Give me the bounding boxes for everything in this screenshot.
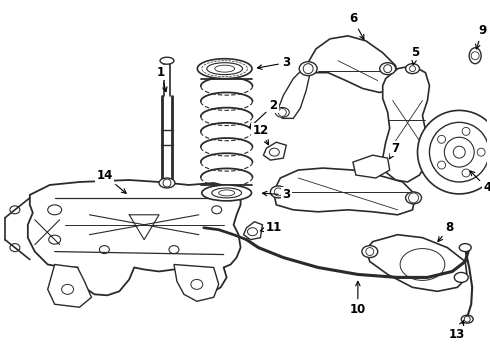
- Ellipse shape: [160, 57, 174, 64]
- Ellipse shape: [159, 178, 175, 188]
- Ellipse shape: [406, 192, 421, 204]
- Polygon shape: [306, 36, 397, 93]
- Text: 8: 8: [438, 221, 453, 242]
- Text: 6: 6: [349, 13, 364, 39]
- Text: 11: 11: [260, 221, 281, 234]
- Polygon shape: [278, 66, 310, 118]
- Circle shape: [453, 146, 465, 158]
- Ellipse shape: [380, 63, 395, 75]
- Text: 14: 14: [96, 168, 126, 193]
- Text: 9: 9: [476, 24, 486, 49]
- Polygon shape: [273, 168, 416, 215]
- Text: 7: 7: [390, 142, 400, 159]
- Ellipse shape: [461, 315, 473, 323]
- Ellipse shape: [299, 62, 317, 76]
- Ellipse shape: [362, 246, 378, 257]
- Ellipse shape: [469, 48, 481, 64]
- Text: 3: 3: [257, 56, 291, 69]
- Text: 2: 2: [249, 99, 277, 127]
- Polygon shape: [244, 222, 263, 240]
- Polygon shape: [353, 155, 390, 178]
- Polygon shape: [264, 142, 286, 160]
- Text: 5: 5: [412, 46, 419, 65]
- Polygon shape: [366, 235, 467, 291]
- Text: 13: 13: [449, 321, 466, 341]
- Text: 10: 10: [350, 282, 366, 316]
- Ellipse shape: [197, 59, 252, 78]
- Polygon shape: [48, 265, 92, 307]
- Polygon shape: [174, 265, 219, 301]
- Polygon shape: [383, 66, 429, 182]
- Ellipse shape: [202, 185, 251, 201]
- Text: 4: 4: [470, 171, 490, 194]
- Ellipse shape: [270, 186, 286, 198]
- Circle shape: [417, 111, 490, 194]
- Text: 12: 12: [252, 124, 269, 145]
- Text: 1: 1: [157, 66, 167, 91]
- Text: 3: 3: [263, 188, 291, 201]
- Ellipse shape: [454, 273, 468, 282]
- Ellipse shape: [406, 64, 419, 74]
- Polygon shape: [28, 180, 241, 295]
- Ellipse shape: [275, 107, 289, 117]
- Ellipse shape: [459, 244, 471, 252]
